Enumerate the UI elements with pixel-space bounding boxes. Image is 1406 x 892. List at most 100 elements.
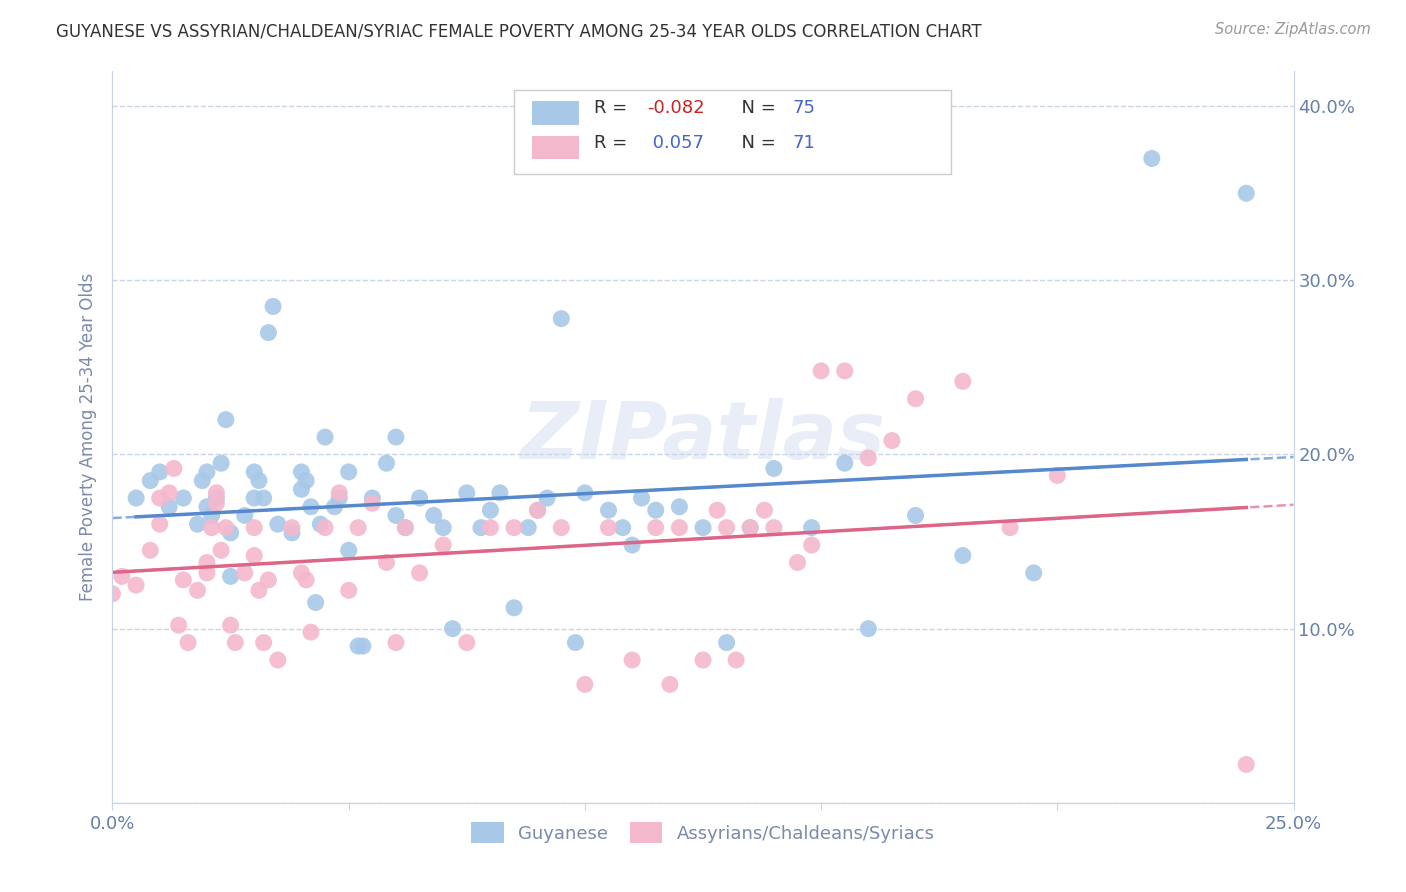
Point xyxy=(394,521,416,535)
Point xyxy=(243,465,266,479)
Point xyxy=(290,483,312,497)
Point xyxy=(716,635,738,649)
Point xyxy=(716,521,738,535)
Point xyxy=(328,485,350,500)
Point xyxy=(267,517,290,532)
Point xyxy=(205,496,228,510)
Point xyxy=(186,517,208,532)
Point xyxy=(422,508,444,523)
Point xyxy=(247,474,270,488)
Point xyxy=(564,635,586,649)
Point xyxy=(299,625,322,640)
Point xyxy=(385,635,408,649)
Point xyxy=(281,521,304,535)
FancyBboxPatch shape xyxy=(531,102,579,125)
Point xyxy=(195,500,218,514)
Point xyxy=(375,556,398,570)
Point xyxy=(810,364,832,378)
Point xyxy=(314,521,336,535)
Point xyxy=(692,653,714,667)
Point xyxy=(598,521,620,535)
Point xyxy=(233,566,256,580)
Point xyxy=(201,508,224,523)
Point xyxy=(550,311,572,326)
Point xyxy=(668,521,690,535)
Point xyxy=(195,566,218,580)
Point xyxy=(621,538,644,552)
Legend: Guyanese, Assyrians/Chaldeans/Syriacs: Guyanese, Assyrians/Chaldeans/Syriacs xyxy=(463,814,943,852)
Point xyxy=(725,653,748,667)
Point xyxy=(257,326,280,340)
Point xyxy=(157,485,180,500)
Point xyxy=(125,578,148,592)
Point xyxy=(1046,468,1069,483)
Point xyxy=(1022,566,1045,580)
Point xyxy=(337,465,360,479)
Point xyxy=(253,491,276,505)
Point xyxy=(432,538,454,552)
Point xyxy=(243,549,266,563)
Point xyxy=(209,543,232,558)
Text: R =: R = xyxy=(595,99,633,117)
Point xyxy=(1234,757,1257,772)
Point xyxy=(706,503,728,517)
Point xyxy=(644,521,666,535)
Point xyxy=(503,600,526,615)
Point xyxy=(952,375,974,389)
Point xyxy=(352,639,374,653)
Point xyxy=(998,521,1021,535)
Point xyxy=(219,525,242,540)
Point xyxy=(754,503,776,517)
Point xyxy=(1234,186,1257,201)
Point xyxy=(195,465,218,479)
Point xyxy=(172,491,194,505)
Point xyxy=(904,392,927,406)
Point xyxy=(456,485,478,500)
Point xyxy=(361,491,384,505)
Point xyxy=(432,521,454,535)
Point xyxy=(224,635,246,649)
Point xyxy=(295,474,318,488)
Y-axis label: Female Poverty Among 25-34 Year Olds: Female Poverty Among 25-34 Year Olds xyxy=(79,273,97,601)
Point xyxy=(149,465,172,479)
Point xyxy=(1140,152,1163,166)
Point xyxy=(470,521,492,535)
Point xyxy=(952,549,974,563)
Point xyxy=(243,491,266,505)
Point xyxy=(215,412,238,426)
Point xyxy=(834,364,856,378)
Point xyxy=(205,491,228,505)
Point xyxy=(233,508,256,523)
Point xyxy=(125,491,148,505)
Point xyxy=(394,521,416,535)
Point xyxy=(740,521,762,535)
Point xyxy=(290,465,312,479)
Point xyxy=(111,569,134,583)
Text: R =: R = xyxy=(595,134,633,152)
Point xyxy=(219,569,242,583)
Point xyxy=(408,566,430,580)
Point xyxy=(262,300,284,314)
Point xyxy=(479,521,502,535)
Point xyxy=(290,566,312,580)
Point xyxy=(139,474,162,488)
Point xyxy=(834,456,856,470)
Point xyxy=(281,525,304,540)
Point xyxy=(328,491,350,505)
Point xyxy=(219,618,242,632)
Point xyxy=(304,595,326,609)
Point xyxy=(253,635,276,649)
Point xyxy=(243,521,266,535)
Point xyxy=(347,639,370,653)
Point xyxy=(177,635,200,649)
Point xyxy=(630,491,652,505)
Text: -0.082: -0.082 xyxy=(648,99,706,117)
Point xyxy=(337,543,360,558)
Point xyxy=(408,491,430,505)
Point xyxy=(762,521,785,535)
Point xyxy=(149,517,172,532)
Text: 75: 75 xyxy=(793,99,815,117)
FancyBboxPatch shape xyxy=(531,136,579,159)
Point xyxy=(385,508,408,523)
Text: N =: N = xyxy=(730,134,782,152)
